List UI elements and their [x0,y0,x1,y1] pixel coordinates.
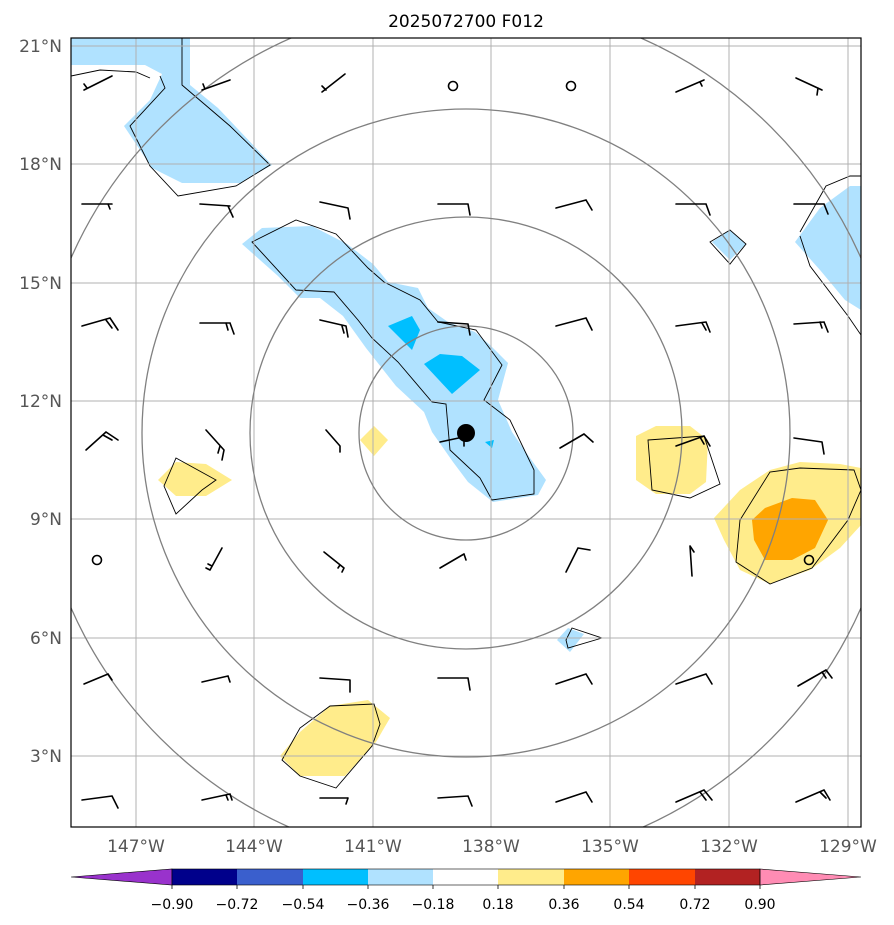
lon-label: 135°W [581,837,639,857]
lon-label: 138°W [462,837,520,857]
colorbar-bin [564,869,629,885]
colorbar-tick-label: 0.90 [744,897,775,913]
lat-label: 3°N [30,747,62,767]
wind-barbs [81,73,833,809]
colorbar-tick-label: −0.54 [282,897,325,913]
colorbar-tick-label: −0.18 [412,897,455,913]
lon-axis-labels: 147°W 144°W 141°W 138°W 135°W 132°W 129°… [107,837,877,857]
lon-label: 132°W [700,837,758,857]
colorbar-tick-label: 0.18 [482,897,513,913]
graticule [71,38,861,827]
colorbar-bin [498,869,564,885]
shade-orange [752,498,828,560]
lon-label: 147°W [107,837,165,857]
shade-core-1 [388,316,420,350]
range-rings [71,38,861,827]
colorbar-bin [433,869,498,885]
colorbar-extend-low [70,868,173,886]
lat-label: 21°N [19,37,62,57]
colorbar-bin [368,869,433,885]
colorbar: −0.90 −0.72 −0.54 −0.36 −0.18 0.18 0.36 … [70,868,862,913]
colorbar-bin [629,869,695,885]
lat-label: 12°N [19,392,62,412]
map-title: 2025072700 F012 [388,12,544,32]
colorbar-tick-label: −0.36 [347,897,390,913]
shade-core-2 [424,354,480,394]
colorbar-bin [237,869,303,885]
lon-label: 129°W [819,837,877,857]
colorbar-tick-label: 0.72 [679,897,710,913]
lat-label: 18°N [19,155,62,175]
colorbar-extend-high [759,868,862,886]
colorbar-bin [303,869,368,885]
colorbar-bin [172,869,237,885]
lat-label: 9°N [30,510,62,530]
lon-label: 144°W [225,837,283,857]
colorbar-tick-label: 0.54 [613,897,644,913]
storm-center-marker [457,424,475,442]
lat-label: 15°N [19,274,62,294]
colorbar-tick-label: −0.72 [216,897,259,913]
lat-label: 6°N [30,629,62,649]
lon-label: 141°W [344,837,402,857]
plot-frame [70,37,862,828]
lat-axis-labels: 21°N 18°N 15°N 12°N 9°N 6°N 3°N [19,37,62,767]
shaded-field [71,38,861,776]
colorbar-tick-label: 0.36 [548,897,579,913]
colorbar-tick-label: −0.90 [151,897,194,913]
colorbar-bin [695,869,760,885]
